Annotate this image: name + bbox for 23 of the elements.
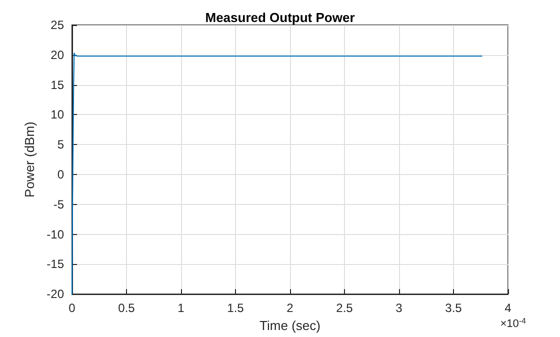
x-axis-title: Time (sec) xyxy=(260,318,320,333)
y-tick-label: 10 xyxy=(50,108,64,122)
x-tick-label: 1.5 xyxy=(227,301,244,316)
y-tick-label: -10 xyxy=(46,227,64,242)
x-tick-label: 3 xyxy=(396,301,403,316)
y-tick-label: 25 xyxy=(50,18,64,32)
y-tick-label: 5 xyxy=(57,138,64,152)
x-tick-label: 0 xyxy=(68,301,76,316)
y-tick-label: -15 xyxy=(46,257,64,272)
x-tick-label: 2 xyxy=(286,301,294,316)
line-series xyxy=(72,52,482,295)
y-axis-title: Power (dBm) xyxy=(22,122,37,198)
x-tick-label: 3.5 xyxy=(445,301,462,316)
y-tick-label: -5 xyxy=(53,197,64,212)
x-tick-label: 1 xyxy=(178,301,185,316)
x-tick-label: 2.5 xyxy=(336,301,354,316)
y-tick-label: 20 xyxy=(50,48,64,62)
x-tick-label: 4 xyxy=(504,301,512,316)
y-tick-label: -20 xyxy=(46,287,64,302)
chart-title: Measured Output Power xyxy=(205,10,355,25)
y-tick-label: 0 xyxy=(57,168,64,182)
y-tick-label: 15 xyxy=(50,78,64,92)
x-tick-label: 0.5 xyxy=(118,301,136,316)
